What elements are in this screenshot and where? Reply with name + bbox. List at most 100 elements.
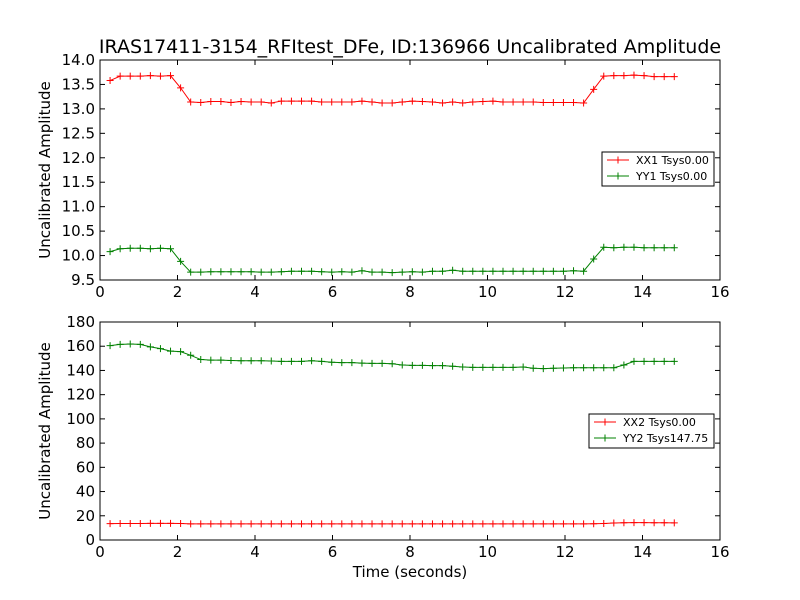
data-point-0-0-5: [156, 72, 164, 80]
data-point-1-0-17: [277, 520, 285, 528]
data-point-1-0-28: [388, 520, 396, 528]
data-point-0-0-55: [660, 73, 668, 81]
data-point-0-0-45: [559, 99, 567, 107]
data-point-0-0-34: [449, 98, 457, 106]
y-tick-label: 14.0: [62, 51, 95, 69]
data-point-0-1-53: [640, 244, 648, 252]
data-point-1-1-31: [418, 361, 426, 369]
data-point-0-1-43: [539, 267, 547, 275]
data-point-1-1-40: [509, 363, 517, 371]
data-point-1-1-54: [650, 357, 658, 365]
data-point-0-1-26: [368, 268, 376, 276]
data-point-1-1-13: [237, 357, 245, 365]
legend-marker: [601, 418, 609, 426]
data-point-1-1-7: [177, 348, 185, 356]
data-point-1-0-12: [227, 520, 235, 528]
data-point-1-0-41: [519, 520, 527, 528]
data-point-0-0-49: [600, 72, 608, 80]
x-tick-label: 0: [95, 283, 105, 301]
data-point-1-1-8: [187, 351, 195, 359]
data-point-0-1-56: [670, 244, 678, 252]
data-point-1-1-10: [207, 356, 215, 364]
y-tick-label: 12.5: [62, 124, 95, 142]
data-point-1-0-42: [529, 520, 537, 528]
data-point-1-1-12: [227, 357, 235, 365]
data-point-0-0-43: [539, 99, 547, 107]
data-point-1-0-2: [126, 520, 134, 528]
data-point-0-0-18: [287, 97, 295, 105]
data-point-0-1-50: [610, 244, 618, 252]
data-point-1-0-52: [630, 519, 638, 527]
data-point-0-1-6: [167, 245, 175, 253]
x-tick-label: 4: [250, 543, 260, 561]
data-point-0-0-31: [418, 98, 426, 106]
data-point-1-0-9: [197, 520, 205, 528]
x-tick-label: 16: [710, 283, 729, 301]
data-point-1-1-21: [318, 357, 326, 365]
data-point-0-1-3: [136, 244, 144, 252]
data-point-1-1-52: [630, 357, 638, 365]
data-point-1-1-51: [620, 361, 628, 369]
data-point-0-1-22: [328, 268, 336, 276]
data-point-0-1-46: [570, 267, 578, 275]
data-point-0-0-9: [197, 99, 205, 107]
data-point-1-1-32: [428, 362, 436, 370]
data-point-0-1-11: [217, 268, 225, 276]
top-chart: 0 2 4 6 8 10 12 14 16 9.5 10.0 10.5 11.0 11.5 12.0 12.5…: [36, 51, 730, 301]
x-tick-label: 2: [173, 283, 183, 301]
data-point-1-0-45: [559, 520, 567, 528]
x-tick-label: 12: [555, 283, 574, 301]
data-point-1-0-35: [459, 520, 467, 528]
data-point-0-1-21: [318, 268, 326, 276]
data-point-1-1-28: [388, 360, 396, 368]
data-point-1-0-34: [449, 520, 457, 528]
legend-box: [588, 413, 715, 449]
data-point-1-0-46: [570, 520, 578, 528]
data-point-0-1-40: [509, 267, 517, 275]
data-point-1-1-29: [398, 361, 406, 369]
legend-0: XX1 Tsys0.00 YY1 Tsys0.00: [601, 151, 715, 187]
data-point-0-1-27: [378, 268, 386, 276]
data-point-0-0-22: [328, 98, 336, 106]
data-point-1-0-11: [217, 520, 225, 528]
data-point-1-1-4: [146, 343, 154, 351]
data-point-0-0-23: [338, 98, 346, 106]
data-point-0-0-8: [187, 98, 195, 106]
data-point-0-0-10: [207, 98, 215, 106]
data-point-1-0-25: [358, 520, 366, 528]
data-point-0-0-42: [529, 98, 537, 106]
data-point-0-1-49: [600, 243, 608, 251]
data-point-0-1-41: [519, 267, 527, 275]
data-point-1-0-0: [106, 520, 114, 528]
data-point-0-1-8: [187, 268, 195, 276]
data-point-0-1-13: [237, 268, 245, 276]
data-point-0-0-7: [177, 84, 185, 92]
data-point-1-0-48: [590, 520, 598, 528]
x-tick-label: 10: [478, 543, 497, 561]
y-tick-label: 160: [66, 337, 95, 355]
data-point-1-0-51: [620, 519, 628, 527]
data-point-1-1-39: [499, 363, 507, 371]
data-point-0-1-4: [146, 245, 154, 253]
data-point-1-0-3: [136, 520, 144, 528]
data-point-0-0-1: [116, 72, 124, 80]
data-point-0-1-23: [338, 268, 346, 276]
data-point-1-1-30: [408, 361, 416, 369]
x-tick-label: 12: [555, 543, 574, 561]
data-point-0-1-25: [358, 267, 366, 275]
data-point-1-0-23: [338, 520, 346, 528]
data-point-1-1-27: [378, 359, 386, 367]
data-point-1-1-1: [116, 340, 124, 348]
data-point-1-0-7: [177, 520, 185, 528]
data-point-0-0-51: [620, 72, 628, 80]
data-point-1-1-49: [600, 364, 608, 372]
legend-marker: [614, 172, 622, 180]
y-axis-label: Uncalibrated Amplitude: [36, 342, 54, 519]
legend-marker: [601, 434, 609, 442]
data-point-0-1-24: [348, 268, 356, 276]
y-tick-label: 10.0: [62, 247, 95, 265]
data-point-0-0-20: [308, 97, 316, 105]
data-point-0-1-48: [590, 255, 598, 263]
data-point-0-0-38: [489, 97, 497, 105]
data-point-1-1-34: [449, 362, 457, 370]
